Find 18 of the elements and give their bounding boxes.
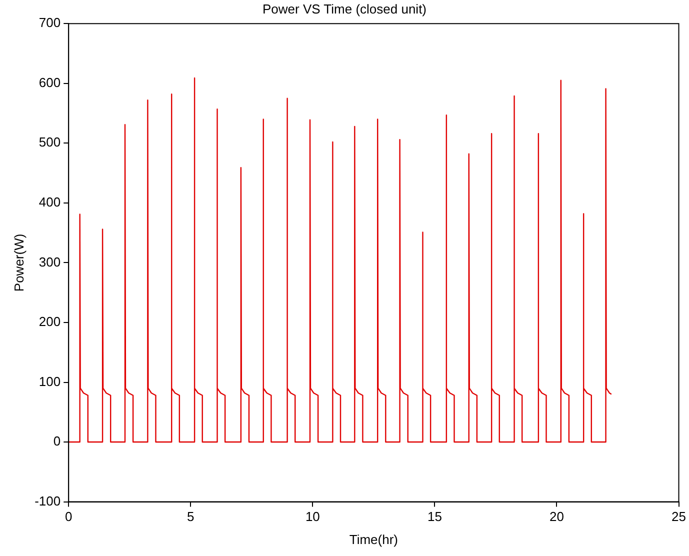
x-tick-label: 10 [305, 509, 320, 524]
x-tick-label: 20 [550, 509, 564, 524]
y-tick-label: 300 [38, 254, 61, 270]
y-tick-label: 500 [38, 134, 61, 150]
x-tick-label: 15 [427, 509, 442, 524]
y-tick-label: 0 [53, 434, 61, 449]
x-axis-title: Time(hr) [349, 532, 398, 547]
x-tick-label: 25 [672, 509, 686, 524]
y-tick-label: 600 [38, 74, 61, 90]
y-axis-title: Power(W) [11, 234, 26, 292]
chart-title: Power VS Time (closed unit) [262, 1, 427, 16]
y-tick-label: 400 [38, 194, 61, 210]
x-tick-label: 0 [65, 509, 72, 524]
x-tick-label: 5 [187, 509, 194, 524]
y-tick-label: 700 [38, 15, 61, 30]
y-tick-label: -100 [34, 493, 61, 508]
y-tick-label: 200 [38, 314, 61, 330]
y-tick-label: 100 [38, 374, 61, 389]
